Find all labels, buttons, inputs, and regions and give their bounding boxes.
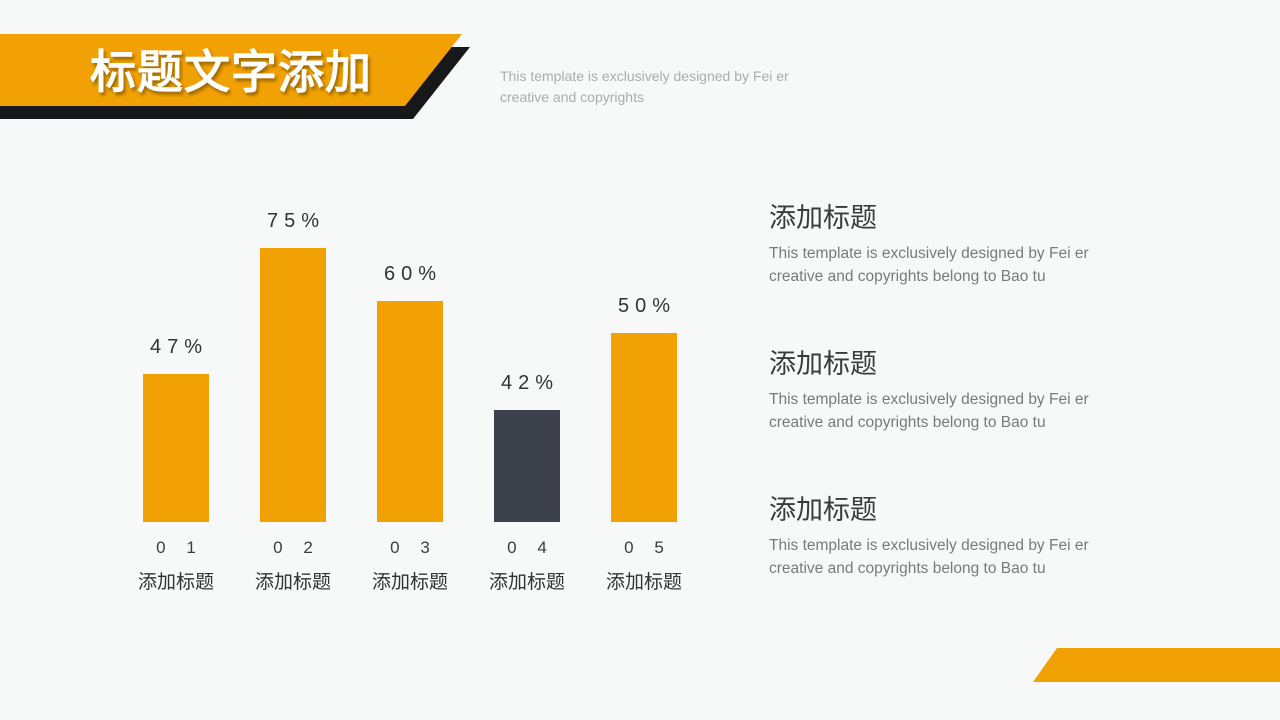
bar-group: 42% [494, 372, 560, 522]
bar-category-label: 添加标题 [372, 572, 449, 593]
section-heading: 添加标题 [769, 349, 877, 379]
bar-index-label: 0 1 [156, 538, 204, 557]
bar-index-label: 0 2 [273, 538, 321, 557]
bar-value-label: 50% [617, 295, 677, 317]
bar-index-label: 0 4 [507, 538, 555, 557]
bar-axis-labels: 0 1 添加标题 0 2 添加标题 0 3 添加标题 0 4 添加标题 0 5 … [138, 538, 682, 594]
bar-group: 60% [377, 263, 443, 522]
bar [377, 301, 443, 522]
slide-title: 标题文字添加 [90, 46, 372, 98]
bar-label-group: 0 1 添加标题 [138, 538, 214, 594]
section-heading: 添加标题 [769, 495, 877, 525]
text-section: 添加标题 This template is exclusively design… [769, 348, 1141, 434]
text-section: 添加标题 This template is exclusively design… [769, 202, 1141, 288]
bar [611, 333, 677, 522]
title-banner: 标题文字添加 [0, 34, 462, 106]
bar-label-group: 0 4 添加标题 [489, 538, 565, 594]
bar [494, 410, 560, 522]
bar-label-group: 0 3 添加标题 [372, 538, 448, 594]
bar-value-label: 47% [149, 336, 209, 358]
section-body: This template is exclusively designed by… [769, 391, 1089, 431]
bar-group: 75% [260, 210, 326, 522]
banner-description-line2: creative and copyrights [500, 89, 644, 105]
bar-category-label: 添加标题 [606, 572, 683, 593]
section-heading: 添加标题 [769, 203, 877, 233]
bar [260, 248, 326, 522]
bar-value-label: 60% [383, 263, 443, 285]
banner-description: This template is exclusively designed by… [500, 66, 789, 108]
section-body: This template is exclusively designed by… [769, 245, 1089, 285]
bar-group: 50% [611, 295, 677, 522]
text-sections: 添加标题 This template is exclusively design… [769, 202, 1141, 640]
bar-chart: 47% 75% 60% 42% 50% [143, 210, 677, 522]
bar-label-group: 0 2 添加标题 [255, 538, 331, 594]
bar [143, 374, 209, 522]
bar-category-label: 添加标题 [138, 572, 215, 593]
section-body: This template is exclusively designed by… [769, 537, 1089, 577]
banner-description-line1: This template is exclusively designed by… [500, 68, 789, 84]
bar-value-label: 42% [500, 372, 560, 394]
bar-category-label: 添加标题 [255, 572, 332, 593]
bar-index-label: 0 3 [390, 538, 438, 557]
bar-index-label: 0 5 [624, 538, 672, 557]
bar-category-label: 添加标题 [489, 572, 566, 593]
footer-accent-shape [1033, 648, 1280, 682]
bar-value-label: 75% [266, 210, 326, 232]
text-section: 添加标题 This template is exclusively design… [769, 494, 1141, 580]
bar-group: 47% [143, 336, 209, 522]
bar-label-group: 0 5 添加标题 [606, 538, 682, 594]
